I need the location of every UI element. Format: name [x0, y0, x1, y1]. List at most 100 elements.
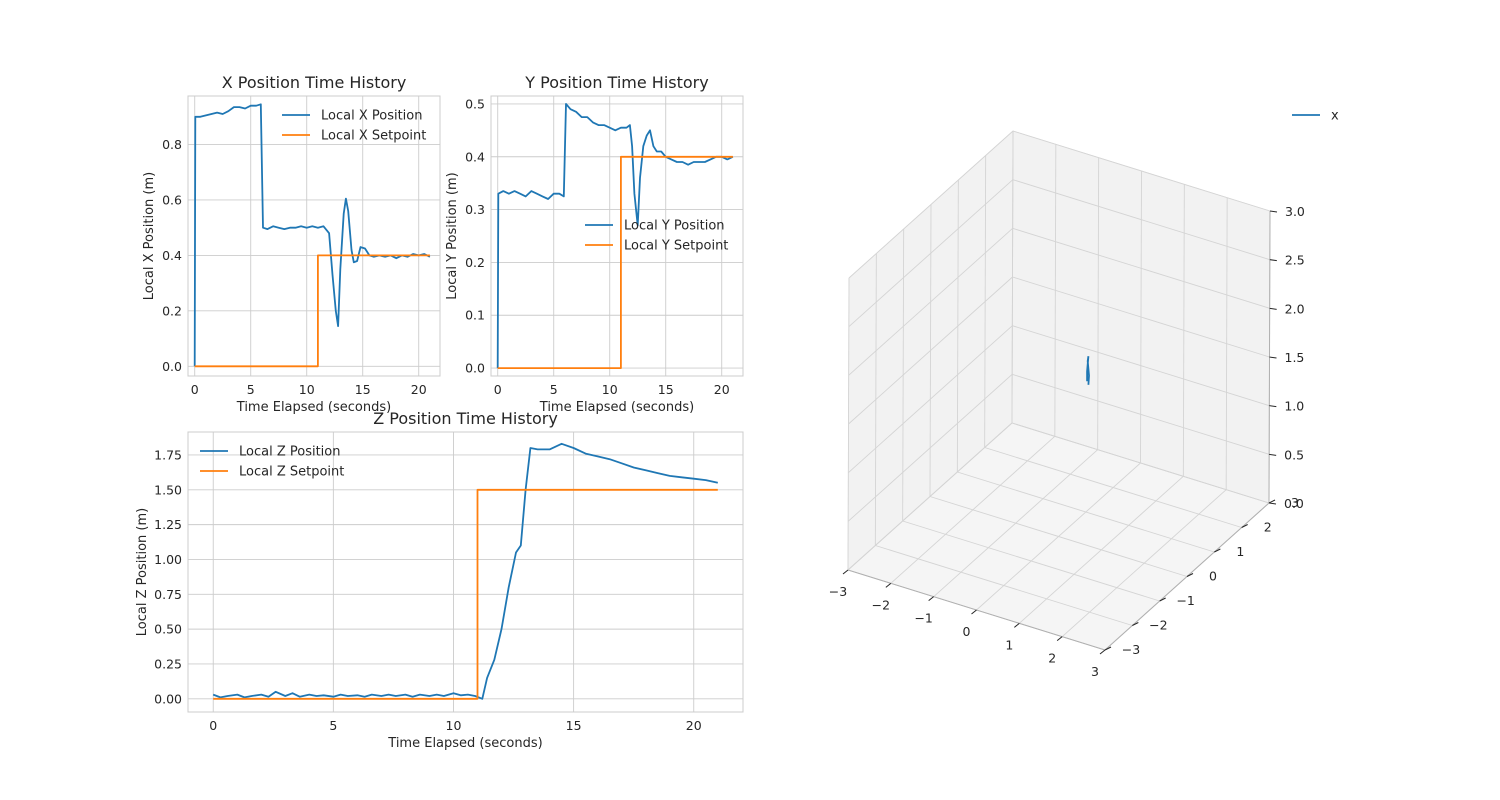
z-tick-mark — [1269, 356, 1277, 359]
grid-line-3d — [875, 545, 1133, 626]
x-tick-label: 3 — [1091, 664, 1099, 679]
grid-line-3d — [848, 325, 1013, 474]
trajectory-line — [1086, 356, 1090, 385]
grid-line-3d — [929, 496, 1188, 577]
y-tick-label: 0.8 — [162, 137, 182, 152]
z-tick-label: 0.5 — [1284, 447, 1304, 462]
y-tick-mark — [1241, 524, 1248, 528]
z-tick-label: 3.0 — [1285, 204, 1305, 219]
legend-label: Local Y Setpoint — [624, 239, 728, 254]
z-position-chart: 0 5 10 15 20 0.00 0.25 0.50 0.75 1.00 1.25 1.50 1.75… — [135, 409, 744, 751]
x-tick-label: 2 — [1048, 651, 1056, 666]
x-axis-label: Time Elapsed (seconds) — [387, 736, 542, 751]
z-tick-mark — [1268, 502, 1277, 505]
z-tick-mark — [1269, 307, 1277, 310]
z-tick-label: 1.0 — [1284, 399, 1304, 414]
z-tick-mark — [1269, 210, 1278, 213]
y-tick-label: 3 — [1291, 495, 1299, 510]
grid-line-3d — [848, 179, 1014, 328]
plot-area — [491, 96, 743, 376]
y-tick-label: 0.2 — [465, 255, 485, 270]
legend: Local X Position Local X Setpoint — [282, 109, 426, 144]
y-tick-label: 0.4 — [162, 248, 182, 263]
y-tick-label: 0.3 — [465, 202, 485, 217]
grid-line-3d — [902, 520, 1160, 602]
grid-line-3d — [1012, 179, 1270, 261]
y-tick-label: 0.75 — [154, 587, 182, 602]
z-tick-label: 2.5 — [1285, 253, 1305, 268]
x-axis-label: Time Elapsed (seconds) — [236, 400, 391, 415]
grid-line-3d — [957, 471, 1215, 553]
y-tick-label: 2 — [1264, 520, 1272, 535]
grid-line-3d — [1012, 373, 1270, 455]
legend-label: Local X Setpoint — [321, 129, 426, 144]
y-tick-label: 0.5 — [465, 96, 485, 111]
x-tick-mark — [842, 569, 849, 575]
grid-line-3d — [848, 130, 1014, 279]
y-tick-label: 0.1 — [465, 308, 485, 323]
grid-line-3d — [847, 373, 1013, 522]
setpoint-series-line — [213, 488, 718, 700]
grid-line-3d — [984, 447, 1242, 528]
y-tick-mark — [1104, 646, 1112, 651]
x-tick-label: 15 — [355, 382, 371, 397]
legend: x — [1292, 109, 1339, 124]
plot-frame — [490, 95, 744, 377]
legend: Local Z Position Local Z Setpoint — [200, 445, 344, 480]
x-tick-label: 5 — [247, 382, 255, 397]
z-tick-mark — [1269, 453, 1277, 456]
y-tick-label: 0.0 — [465, 361, 485, 376]
legend-label: Local Z Position — [239, 445, 340, 460]
y-tick-label: 0.00 — [154, 691, 182, 706]
legend-label: Local Y Position — [624, 219, 725, 234]
x-tick-label: −3 — [829, 584, 847, 599]
z-tick-label: 0.0 — [1284, 496, 1304, 511]
legend-label: Local X Position — [321, 109, 422, 124]
y-tick-label: 0.2 — [162, 303, 182, 318]
y-tick-label: 0.4 — [465, 149, 485, 164]
z-tick-label: 1.5 — [1285, 350, 1305, 365]
setpoint-series-line — [497, 155, 733, 369]
chart-title: Z Position Time History — [373, 409, 558, 428]
position-series-line — [212, 442, 718, 700]
y-tick-label: 0 — [1209, 569, 1217, 584]
x-tick-label: 20 — [686, 718, 702, 733]
y-tick-label: 0.0 — [162, 359, 182, 374]
y-tick-label: 1.25 — [154, 517, 182, 532]
y-tick-mark — [1214, 548, 1221, 553]
y-tick-label: −3 — [1122, 642, 1140, 657]
chart-title: X Position Time History — [222, 73, 407, 92]
x-tick-mark — [971, 609, 977, 615]
setpoint-series-line — [194, 254, 430, 368]
grid-line-3d — [1012, 325, 1270, 407]
x-tick-label: 5 — [550, 382, 558, 397]
plot-frame — [187, 431, 744, 713]
x-tick-label: 0 — [191, 382, 199, 397]
x-tick-label: 20 — [411, 382, 427, 397]
x-axis-label: Time Elapsed (seconds) — [539, 400, 694, 415]
grid-line-3d — [848, 276, 1013, 425]
y-tick-mark — [1132, 622, 1139, 626]
x-tick-label: −2 — [872, 597, 890, 612]
y-tick-label: 1.50 — [154, 482, 182, 497]
x-tick-label: 0 — [209, 718, 217, 733]
3d-trajectory-chart: −3−2−10123−3−2−101230.00.51.01.52.02.53.… — [829, 109, 1339, 680]
y-tick-label: 0.6 — [162, 192, 182, 207]
x-tick-label: 0 — [963, 624, 971, 639]
position-series-line — [496, 103, 734, 369]
x-tick-mark — [1056, 636, 1063, 642]
x-tick-label: 15 — [658, 382, 674, 397]
y-axis-label: Local Z Position (m) — [135, 508, 150, 636]
y-position-chart: 0 5 10 15 20 0.0 0.1 0.2 0.3 0.4 0.5 Y Position Tim… — [445, 73, 744, 415]
x-tick-mark — [1099, 649, 1106, 655]
x-tick-label: 5 — [329, 718, 337, 733]
y-tick-mark — [1268, 499, 1276, 504]
x-tick-mark — [928, 596, 934, 602]
y-tick-label: −2 — [1149, 618, 1167, 633]
x-tick-mark — [1014, 622, 1020, 628]
x-position-chart: 0 5 10 15 20 0.0 0.2 0.4 0.6 0.8 X Position Time H… — [142, 73, 441, 415]
grid-line-3d — [1012, 276, 1270, 358]
legend-label: x — [1331, 109, 1339, 124]
x-tick-label: 1 — [1005, 637, 1013, 652]
plot-area — [188, 432, 743, 712]
